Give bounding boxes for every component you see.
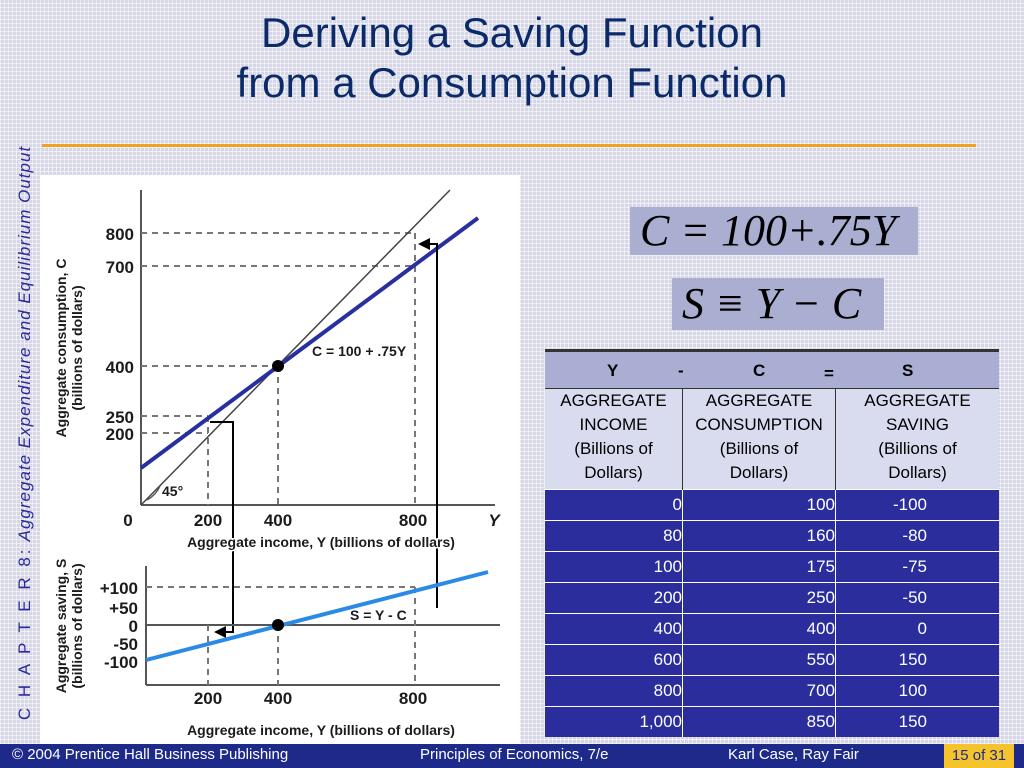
table-row: 0 100 -100 xyxy=(545,489,999,521)
slide-title: Deriving a Saving Function from a Consum… xyxy=(0,8,1024,108)
table-row: 100 175 -75 xyxy=(545,551,999,583)
bottom-x-tick-400: 400 xyxy=(264,689,292,708)
footer-book-title: Principles of Economics, 7/e xyxy=(420,746,609,763)
title-line-1: Deriving a Saving Function xyxy=(261,9,763,56)
top-y-axis-label-2: (billions of dollars) xyxy=(69,285,85,410)
top-y-tick-400: 400 xyxy=(106,358,134,377)
top-guides xyxy=(141,232,416,505)
bottom-x-tick-800: 800 xyxy=(399,689,427,708)
footer-authors: Karl Case, Ray Fair xyxy=(728,746,859,763)
derivation-arrows xyxy=(210,243,438,633)
top-intersection-point xyxy=(272,360,284,372)
top-y-tick-700: 700 xyxy=(106,258,134,277)
arrow-head-right xyxy=(418,238,430,250)
chapter-sidebar: C H A P T E R 8: Aggregate Expenditure a… xyxy=(12,145,38,720)
table-row: 1,000 850 150 xyxy=(545,706,999,737)
top-x-axis-label: Aggregate income, Y (billions of dollars… xyxy=(187,534,455,550)
saving-line xyxy=(145,570,489,662)
bottom-intersection-point xyxy=(272,619,284,631)
table-row: 600 550 150 xyxy=(545,644,999,676)
bottom-y-axis-label-2: (billions of dollars) xyxy=(69,563,85,688)
slide-footer: © 2004 Prentice Hall Business Publishing… xyxy=(0,744,1024,768)
symbol-minus: - xyxy=(678,361,684,380)
header-aggregate-consumption: AGGREGATE CONSUMPTION (Billions of Dollars) xyxy=(682,388,836,490)
consumption-line xyxy=(139,216,480,470)
title-line-2: from a Consumption Function xyxy=(236,59,788,106)
top-x-tick-400: 400 xyxy=(264,511,292,530)
bottom-y-tick-plus50: +50 xyxy=(109,599,138,618)
bottom-y-axis-label-1: Aggregate saving, S xyxy=(53,559,69,694)
bottom-x-axis-label: Aggregate income, Y (billions of dollars… xyxy=(187,722,455,738)
table-header-row: AGGREGATE INCOME (Billions of Dollars) AGGR… xyxy=(545,388,999,490)
symbol-y: Y xyxy=(607,361,619,380)
top-x-tick-0: 0 xyxy=(123,511,132,530)
footer-copyright: © 2004 Prentice Hall Business Publishing xyxy=(12,746,289,763)
consumption-saving-graph: 800 700 400 250 200 0 200 400 800 Y Aggr… xyxy=(40,175,520,745)
page-number: 15 of 31 xyxy=(944,744,1014,768)
symbol-c: C xyxy=(753,361,766,380)
header-aggregate-saving: AGGREGATE SAVING (Billions of Dollars) xyxy=(835,388,999,490)
symbol-s: S xyxy=(902,361,914,380)
chapter-label: C H A P T E R 8: xyxy=(15,545,34,720)
table-row: 200 250 -50 xyxy=(545,582,999,614)
bottom-y-tick-0: 0 xyxy=(129,617,138,636)
arrow-head-left xyxy=(214,626,226,638)
top-x-axis-symbol: Y xyxy=(488,511,501,530)
angle-arc xyxy=(146,485,161,501)
table-row: 80 160 -80 xyxy=(545,520,999,552)
consumption-formula: C = 100+.75Y xyxy=(630,207,918,255)
symbol-equals: = xyxy=(824,364,834,383)
bottom-y-tick-plus100: +100 xyxy=(100,579,138,598)
saving-line-label: S = Y - C xyxy=(350,607,407,623)
line-45-degree xyxy=(140,189,451,506)
top-x-tick-800: 800 xyxy=(399,511,427,530)
table-symbol-row: Y - C = S xyxy=(545,349,999,389)
table-row: 400 400 0 xyxy=(545,613,999,645)
top-y-tick-800: 800 xyxy=(106,225,134,244)
bottom-guides xyxy=(146,586,416,685)
bottom-y-tick-minus100: -100 xyxy=(104,653,138,672)
consumption-line-label: C = 100 + .75Y xyxy=(312,343,407,359)
top-y-axis-label-1: Aggregate consumption, C xyxy=(53,259,69,438)
saving-identity: S ≡ Y − C xyxy=(672,278,884,330)
graph-svg: 800 700 400 250 200 0 200 400 800 Y Aggr… xyxy=(52,189,503,740)
chapter-title: Aggregate Expenditure and Equilibrium Ou… xyxy=(15,145,34,541)
angle-label: 45° xyxy=(162,483,183,499)
header-aggregate-income: AGGREGATE INCOME (Billions of Dollars) xyxy=(545,388,683,490)
top-y-tick-200: 200 xyxy=(106,425,134,444)
title-divider xyxy=(42,144,976,147)
top-y-tick-250: 250 xyxy=(106,408,134,427)
bottom-y-tick-minus50: -50 xyxy=(113,635,138,654)
bottom-x-tick-200: 200 xyxy=(194,689,222,708)
income-consumption-saving-table: Y - C = S AGGREGATE INCOME (Billions of Dol… xyxy=(545,349,999,737)
top-x-tick-200: 200 xyxy=(194,511,222,530)
table-row: 800 700 100 xyxy=(545,675,999,707)
